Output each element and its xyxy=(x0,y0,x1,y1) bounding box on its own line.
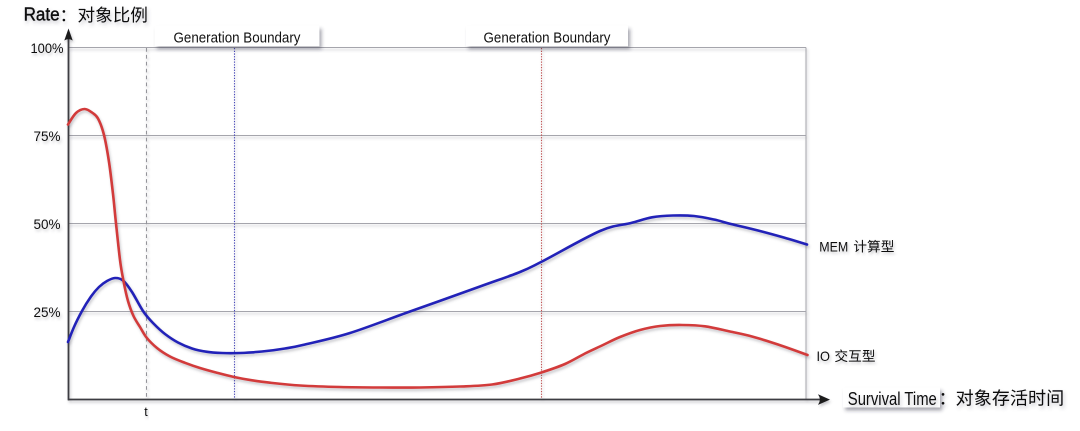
svg-text:100%: 100% xyxy=(31,41,64,57)
svg-text:Generation Boundary: Generation Boundary xyxy=(484,29,611,46)
svg-text:Generation Boundary: Generation Boundary xyxy=(174,29,301,46)
svg-text:Survival Time: Survival Time xyxy=(848,389,937,409)
svg-text:MEM: MEM xyxy=(819,238,848,254)
svg-text:t: t xyxy=(144,405,148,419)
svg-text:IO: IO xyxy=(817,348,831,364)
svg-text:75%: 75% xyxy=(34,129,61,145)
svg-text:Rate: Rate xyxy=(24,3,60,24)
svg-text:50%: 50% xyxy=(34,217,61,233)
svg-text:25%: 25% xyxy=(34,305,61,321)
